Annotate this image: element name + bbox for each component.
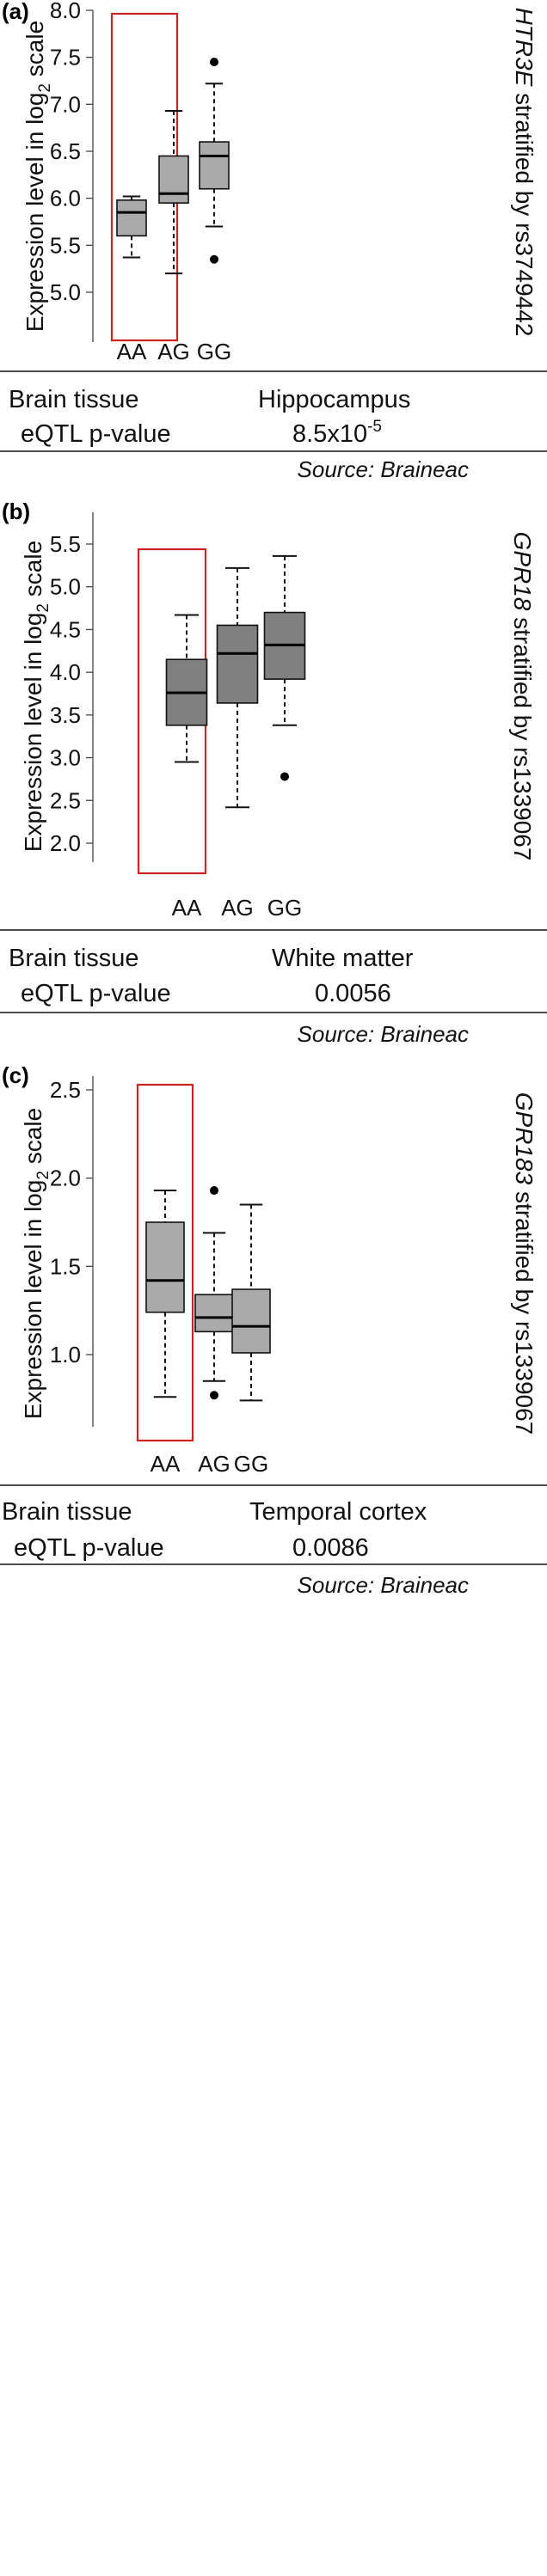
eqtl-pvalue-value: 0.0056 [315, 980, 391, 1007]
pvalue-exponent: -5 [367, 418, 382, 436]
box-GG [231, 1203, 271, 1402]
y-tick-label: 6.5 [50, 138, 81, 164]
box-AG [194, 1186, 234, 1400]
y-tick-label: 5.5 [50, 531, 81, 557]
side-caption: HTR3E stratified by rs3749442 [511, 8, 538, 337]
y-tick-label: 5.5 [50, 232, 81, 258]
brain-tissue-label: Brain tissue [2, 1498, 132, 1526]
outlier-point [210, 1186, 218, 1196]
y-axis-label-subscript: 2 [34, 1171, 52, 1180]
eqtl-pvalue-value: 8.5x10-5 [292, 418, 382, 448]
brain-tissue-value: Hippocampus [258, 386, 410, 413]
brain-tissue-value: Temporal cortex [249, 1498, 427, 1526]
y-tick-label: 2.5 [50, 1077, 81, 1103]
iqr-box [231, 1288, 271, 1354]
y-axis-label: Expression level in log2 scale [20, 1108, 52, 1419]
eqtl-pvalue-label: eQTL p-value [14, 1534, 164, 1562]
y-axis-label-tail: scale [22, 21, 48, 83]
stratified-by-text: stratified by rs1339067 [511, 1184, 538, 1435]
panel-letter: (b) [2, 499, 30, 524]
box-AG [216, 566, 259, 809]
x-category-label: AG [221, 895, 254, 921]
brain-tissue-label: Brain tissue [9, 945, 139, 972]
source-note: Source: Braineac [298, 1021, 469, 1047]
outlier-point [210, 254, 218, 264]
y-axis-label-tail: scale [20, 1108, 46, 1171]
y-tick-label: 3.0 [50, 745, 81, 771]
x-category-label: AA [117, 339, 147, 364]
y-tick-label: 4.0 [50, 659, 81, 685]
gene-name: GPR183 [511, 1092, 538, 1185]
y-tick-label: 7.5 [50, 45, 81, 70]
y-axis-label-tail: scale [20, 541, 46, 603]
y-tick-label: 7.0 [50, 91, 81, 117]
box-AG [158, 109, 189, 275]
iqr-box [158, 155, 189, 204]
y-axis-label-main: Expression level in log [22, 93, 48, 333]
side-caption: GPR18 stratified by rs1339067 [509, 532, 536, 861]
panel-c: (c) 1.0 1.5 2.0 2.5 Expression level in log2 … [0, 1062, 547, 1598]
x-category-label: GG [197, 339, 231, 364]
brain-tissue-label: Brain tissue [9, 386, 139, 413]
y-tick-label: 2.5 [50, 787, 81, 813]
gene-name: HTR3E [511, 8, 538, 87]
x-category-label: AG [157, 339, 190, 364]
y-axis-label-subscript: 2 [34, 603, 52, 613]
box-GG [199, 58, 230, 264]
x-category-label: GG [267, 895, 302, 921]
iqr-box [194, 1294, 234, 1333]
y-tick-label: 8.0 [50, 0, 81, 23]
y-axis-label: Expression level in log2 scale [22, 21, 54, 332]
pvalue-mantissa: 0.0086 [292, 1534, 369, 1562]
y-tick-label: 5.0 [50, 574, 81, 600]
y-axis-label-main: Expression level in log [20, 613, 46, 853]
side-caption: GPR183 stratified by rs1339067 [511, 1092, 538, 1435]
iqr-box [199, 141, 230, 190]
y-tick-label: 2.0 [50, 1166, 81, 1191]
y-tick-label: 1.5 [50, 1253, 81, 1279]
iqr-box [216, 624, 259, 704]
outlier-point [210, 58, 218, 67]
x-category-label: GG [234, 1451, 268, 1477]
y-axis-label-main: Expression level in log [20, 1180, 46, 1420]
y-tick-label: 4.5 [50, 616, 81, 642]
panel-letter: (c) [2, 1062, 29, 1088]
x-category-label: AA [151, 1451, 181, 1477]
box-AA [145, 1190, 185, 1398]
panel-letter: (a) [2, 0, 29, 24]
stratified-by-text: stratified by rs3749442 [511, 86, 538, 336]
y-axis-label: Expression level in log2 scale [20, 541, 52, 852]
y-tick-label: 3.5 [50, 702, 81, 728]
stratified-by-text: stratified by rs1339067 [509, 610, 536, 860]
iqr-box [145, 1221, 185, 1313]
source-note: Source: Braineac [298, 1572, 469, 1598]
y-axis-label-subscript: 2 [36, 83, 54, 93]
gene-name: GPR18 [509, 532, 536, 611]
highlight-box [136, 1083, 194, 1442]
source-note: Source: Braineac [298, 456, 469, 482]
pvalue-mantissa: 0.0056 [315, 980, 391, 1007]
eqtl-pvalue-label: eQTL p-value [21, 980, 171, 1007]
box-AA [116, 195, 147, 259]
y-tick-label: 1.0 [50, 1342, 81, 1368]
y-tick-label: 6.0 [50, 186, 81, 211]
box-GG [263, 554, 306, 781]
outlier-point [210, 1391, 218, 1400]
eqtl-pvalue-label: eQTL p-value [21, 420, 171, 448]
iqr-box [116, 199, 147, 237]
eqtl-pvalue-value: 0.0086 [292, 1534, 369, 1562]
y-tick-label: 2.0 [50, 830, 81, 856]
x-category-label: AG [198, 1451, 230, 1477]
y-tick-label: 5.0 [50, 279, 81, 305]
outlier-point [280, 772, 289, 781]
box-AA [165, 614, 208, 763]
pvalue-mantissa: 8.5x10 [292, 420, 367, 448]
x-category-label: AA [172, 895, 202, 921]
brain-tissue-value: White matter [272, 945, 414, 972]
